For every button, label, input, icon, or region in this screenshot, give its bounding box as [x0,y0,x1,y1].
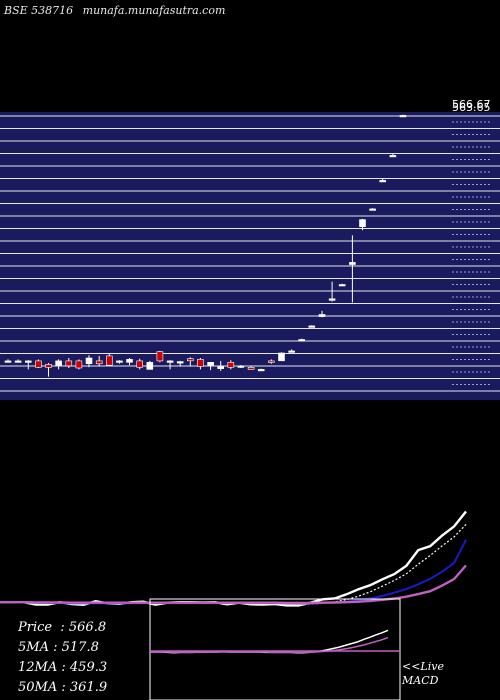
candle-body [24,360,32,363]
live-label: <<Live [402,660,444,673]
candle-body [146,361,154,370]
candle-body [227,361,235,368]
candle-body [349,262,356,265]
candle-body [116,360,123,363]
macd-label: <<Live MACD [402,660,444,688]
candle-body [328,298,336,301]
candle-body [288,350,295,353]
candle-body [237,365,245,368]
macd-title: MACD [402,674,439,687]
chart-header: BSE 538716 munafa.munafasutra.com [4,4,231,17]
macd-box [149,598,401,700]
candle-body [176,361,184,364]
candle-body [298,339,306,342]
stats-panel: Price : 566.8 5MA : 517.8 12MA : 459.3 5… [18,618,107,698]
candle-body [338,284,346,287]
exchange-code: BSE 538716 [4,4,74,17]
site-name: munafa.munafasutra.com [82,4,226,17]
candle-body [65,360,73,367]
stat-5ma: 5MA : 517.8 [18,640,99,655]
candle-body [267,360,275,363]
candle-body [217,366,224,370]
candle-body [389,155,397,158]
macd-series [150,629,400,654]
candle-body [156,351,164,362]
price-gridlines [0,115,500,392]
candlestick-series [4,114,407,377]
price-label: 563.65 [452,101,491,114]
candle-body [318,314,326,317]
candle-body [359,219,366,228]
candle-body [136,360,143,368]
stat-price: Price : 566.8 [18,620,107,635]
candle-body [187,358,194,362]
price-label: 566.67 [452,98,491,111]
stat-50ma: 50MA : 361.9 [18,680,108,695]
macd-line-signal [150,636,389,654]
candle-body [197,359,204,367]
candle-body [166,360,174,363]
candle-body [207,361,214,366]
stat-12ma: 12MA : 459.3 [18,660,108,675]
candle-body [247,366,255,370]
candle-body [369,208,376,211]
candle-body [95,360,103,365]
candle-body [14,360,22,363]
candle-body [126,359,133,363]
candle-body [399,115,407,118]
price-panel [0,112,500,400]
candle-body [35,360,42,368]
candle-body [308,325,316,328]
candle-body [45,364,52,368]
candle-body [75,360,83,369]
candle-body [379,180,387,183]
candle-body [85,357,93,364]
candle-body [106,355,113,366]
candle-body [4,360,12,363]
candle-body [55,360,62,366]
candle-body [278,352,285,362]
candle-body [257,369,265,372]
